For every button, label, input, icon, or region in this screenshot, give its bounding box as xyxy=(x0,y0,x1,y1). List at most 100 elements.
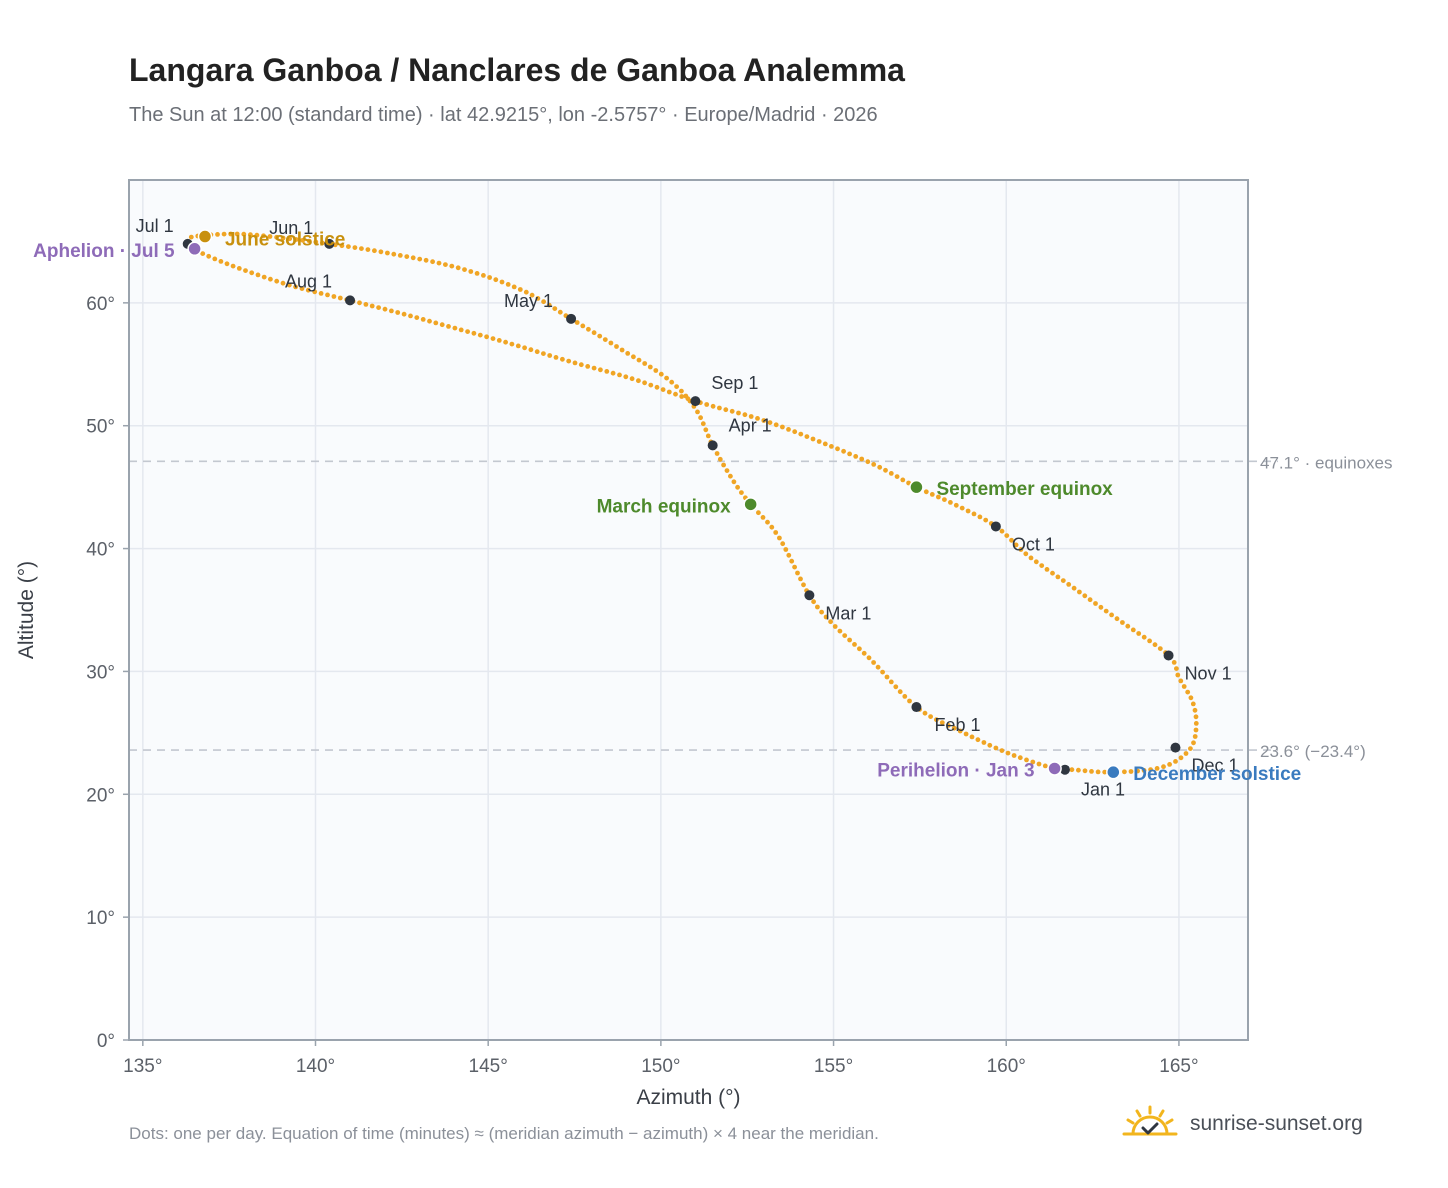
daily-sun-dot xyxy=(234,231,240,237)
daily-sun-dot xyxy=(439,322,445,328)
event-marker xyxy=(1106,764,1121,780)
daily-sun-dot xyxy=(430,259,435,265)
daily-sun-dot xyxy=(636,357,642,363)
daily-sun-dot xyxy=(1193,714,1199,720)
daily-sun-dot xyxy=(369,303,375,309)
daily-sun-dot xyxy=(404,254,410,259)
y-tick-label: 60° xyxy=(86,294,115,315)
daily-sun-dot xyxy=(515,343,521,349)
event-label: Perihelion · Jan 3 xyxy=(877,760,1034,781)
daily-sun-dot xyxy=(1136,631,1142,636)
daily-sun-dot xyxy=(717,405,722,411)
daily-sun-dot xyxy=(1098,604,1104,610)
daily-sun-dot xyxy=(951,725,957,731)
daily-sun-dot xyxy=(255,272,261,278)
daily-sun-dot xyxy=(487,275,492,280)
daily-sun-dot xyxy=(631,354,636,360)
daily-sun-dot xyxy=(318,291,324,296)
daily-sun-dot xyxy=(458,327,464,333)
daily-sun-dot xyxy=(280,235,286,241)
daily-sun-dot xyxy=(586,326,591,332)
daily-sun-dot xyxy=(847,637,852,643)
month-marker xyxy=(1163,650,1174,661)
daily-sun-dot xyxy=(484,334,489,340)
daily-sun-dot xyxy=(389,308,394,314)
month-marker xyxy=(690,396,701,407)
daily-sun-dot xyxy=(1125,623,1131,629)
daily-sun-dot xyxy=(723,407,729,413)
daily-sun-dot xyxy=(1148,767,1153,772)
daily-sun-dot xyxy=(1120,620,1125,625)
daily-sun-dot xyxy=(591,365,597,371)
daily-sun-dot xyxy=(721,462,726,468)
daily-sun-dot xyxy=(811,599,816,605)
daily-sun-dot xyxy=(857,646,862,652)
daily-sun-dot xyxy=(331,294,337,299)
daily-sun-dot xyxy=(221,231,227,237)
daily-sun-dot xyxy=(1114,616,1120,622)
daily-sun-dot xyxy=(471,330,477,336)
daily-sun-dot xyxy=(280,280,286,286)
y-tick-label: 40° xyxy=(86,540,115,561)
daily-sun-dot xyxy=(560,356,565,362)
daily-sun-dot xyxy=(959,505,965,511)
daily-sun-dot xyxy=(319,240,325,246)
daily-sun-dot xyxy=(243,268,248,273)
brand-logo[interactable]: sunrise-sunset.org xyxy=(1120,1104,1363,1144)
daily-sun-dot xyxy=(274,234,279,240)
daily-sun-dot xyxy=(1188,695,1194,701)
month-label: Jul 1 xyxy=(136,216,174,236)
daily-sun-dot xyxy=(900,477,906,483)
daily-sun-dot xyxy=(352,245,358,251)
daily-sun-dot xyxy=(704,402,710,407)
daily-sun-dot xyxy=(695,409,700,415)
daily-sun-dot xyxy=(602,337,608,342)
daily-sun-dot xyxy=(446,324,451,329)
daily-sun-dot xyxy=(1089,769,1094,774)
daily-sun-dot xyxy=(906,480,911,486)
daily-sun-dot xyxy=(585,364,591,369)
daily-sun-dot xyxy=(877,464,883,470)
daily-sun-dot xyxy=(748,414,754,419)
daily-sun-dot xyxy=(816,439,822,444)
daily-sun-dot xyxy=(965,508,971,514)
daily-sun-dot xyxy=(623,374,629,380)
daily-sun-dot xyxy=(477,332,483,338)
daily-sun-dot xyxy=(224,261,230,267)
daily-sun-dot xyxy=(773,530,779,535)
daily-sun-dot xyxy=(847,451,852,457)
daily-sun-dot xyxy=(1174,666,1179,671)
daily-sun-dot xyxy=(1066,582,1072,587)
daily-sun-dot xyxy=(999,748,1005,753)
daily-sun-dot xyxy=(735,484,740,490)
daily-sun-dot xyxy=(241,231,247,237)
daily-sun-dot xyxy=(372,248,377,254)
daily-sun-dot xyxy=(786,552,792,558)
daily-sun-dot xyxy=(1122,769,1127,775)
daily-sun-dot xyxy=(572,360,578,366)
daily-sun-dot xyxy=(200,251,206,256)
month-label: Jan 1 xyxy=(1081,780,1125,800)
daily-sun-dot xyxy=(505,282,511,287)
daily-sun-dot xyxy=(1130,627,1136,633)
daily-sun-dot xyxy=(267,234,273,239)
daily-sun-dot xyxy=(894,474,900,479)
daily-sun-dot xyxy=(660,387,666,392)
event-label: December solstice xyxy=(1133,764,1301,785)
daily-sun-dot xyxy=(742,412,748,418)
daily-sun-dot xyxy=(888,471,894,476)
daily-sun-dot xyxy=(810,436,816,442)
daily-sun-dot xyxy=(359,246,364,252)
daily-sun-dot xyxy=(395,310,401,315)
daily-sun-dot xyxy=(1190,701,1196,707)
daily-sun-dot xyxy=(293,237,299,242)
month-marker xyxy=(345,295,356,306)
daily-sun-dot xyxy=(658,371,664,377)
daily-sun-dot xyxy=(619,347,625,353)
daily-sun-dot xyxy=(739,490,744,495)
daily-sun-dot xyxy=(547,353,553,358)
daily-sun-dot xyxy=(490,336,496,341)
daily-sun-dot xyxy=(1192,734,1198,739)
daily-sun-dot xyxy=(312,289,318,295)
month-label: Oct 1 xyxy=(1012,534,1055,554)
